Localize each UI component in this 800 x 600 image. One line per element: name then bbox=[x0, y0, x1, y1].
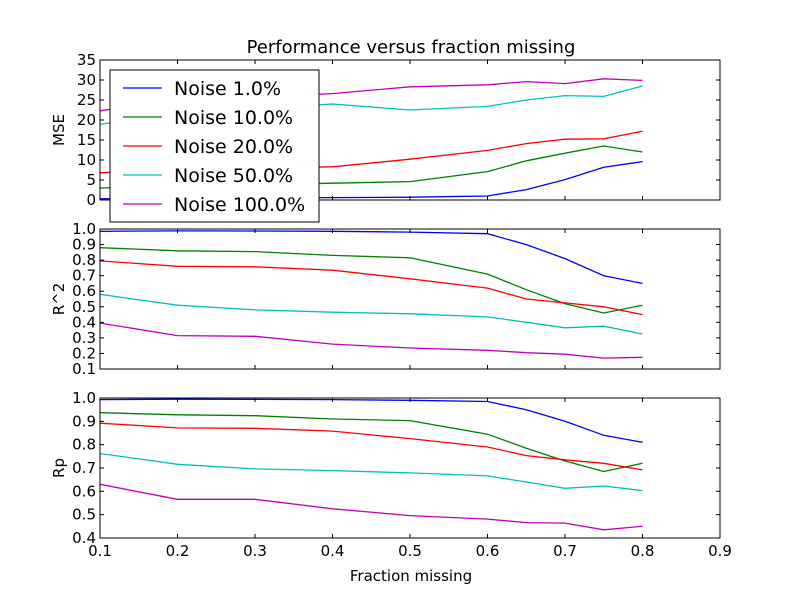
chart-title: Performance versus fraction missing bbox=[247, 37, 576, 58]
panel-r2-ytick-label: 0.4 bbox=[72, 313, 96, 331]
panel-r2-ytick-label: 0.1 bbox=[72, 360, 96, 378]
panel-rp-ytick-label: 0.9 bbox=[72, 412, 96, 430]
panel-rp-ytick-label: 0.7 bbox=[72, 459, 96, 477]
panel-r2-ytick-label: 0.6 bbox=[72, 282, 96, 300]
panel-rp-series-noise-100-0 bbox=[100, 483, 643, 531]
panel-mse-ytick-label: 25 bbox=[77, 91, 96, 109]
x-tick-label: 0.8 bbox=[631, 542, 655, 560]
panel-r2-series-noise-20-0 bbox=[100, 260, 643, 316]
panel-r2-series-noise-1-0 bbox=[100, 230, 643, 285]
panel-mse-ytick-label: 15 bbox=[77, 131, 96, 149]
panel-r2-ytick-label: 0.2 bbox=[72, 344, 96, 362]
legend-entry: Noise 50.0% bbox=[174, 165, 293, 187]
panel-r2-ytick-label: 0.3 bbox=[72, 329, 96, 347]
panel-mse-ytick-label: 5 bbox=[86, 171, 96, 189]
panel-r2-ytick-label: 1.0 bbox=[72, 220, 96, 238]
panel-r2-ytick-label: 0.7 bbox=[72, 267, 96, 285]
panel-r2-ytick-label: 0.8 bbox=[72, 251, 96, 269]
panel-mse-ytick-label: 35 bbox=[77, 51, 96, 69]
panel-rp-ytick-label: 0.4 bbox=[72, 529, 96, 547]
panel-mse-ytick-label: 10 bbox=[77, 151, 96, 169]
legend-entry: Noise 1.0% bbox=[174, 78, 281, 100]
panel-rp-series-noise-20-0 bbox=[100, 422, 643, 471]
legend-entry: Noise 10.0% bbox=[174, 107, 293, 129]
panel-mse-ytick-label: 30 bbox=[77, 71, 96, 89]
panel-rp-ylabel: Rp bbox=[50, 458, 68, 478]
panel-r2-ytick-label: 0.5 bbox=[72, 298, 96, 316]
panel-rp-ytick-label: 0.6 bbox=[72, 482, 96, 500]
panel-rp-series-noise-10-0 bbox=[100, 412, 643, 473]
panel-rp-series-noise-50-0 bbox=[100, 452, 643, 492]
legend-entry: Noise 100.0% bbox=[174, 194, 305, 216]
legend-entry: Noise 20.0% bbox=[174, 136, 293, 158]
panel-r2-series-noise-10-0 bbox=[100, 247, 643, 314]
panel-mse-ylabel: MSE bbox=[50, 114, 68, 146]
panel-rp-ytick-label: 1.0 bbox=[72, 389, 96, 407]
x-tick-label: 0.9 bbox=[708, 542, 732, 560]
x-tick-label: 0.5 bbox=[398, 542, 422, 560]
panel-rp-frame bbox=[99, 397, 721, 539]
x-tick-label: 0.7 bbox=[553, 542, 577, 560]
x-tick-label: 0.1 bbox=[88, 542, 112, 560]
x-tick-label: 0.4 bbox=[321, 542, 345, 560]
panel-r2-series-noise-50-0 bbox=[100, 293, 643, 335]
x-tick-label: 0.3 bbox=[243, 542, 267, 560]
panel-r2-series-noise-100-0 bbox=[100, 322, 643, 359]
x-tick-label: 0.6 bbox=[476, 542, 500, 560]
panel-mse-ytick-label: 20 bbox=[77, 111, 96, 129]
panel-rp-series-noise-1-0 bbox=[100, 398, 643, 443]
x-tick-label: 0.2 bbox=[166, 542, 190, 560]
x-axis-label: Fraction missing bbox=[350, 567, 472, 585]
panel-mse-ytick-label: 0 bbox=[86, 191, 96, 209]
panel-rp-ytick-label: 0.5 bbox=[72, 506, 96, 524]
panel-r2-ytick-label: 0.9 bbox=[72, 236, 96, 254]
panel-r2-ylabel: R^2 bbox=[50, 283, 68, 316]
panel-rp-ytick-label: 0.8 bbox=[72, 436, 96, 454]
